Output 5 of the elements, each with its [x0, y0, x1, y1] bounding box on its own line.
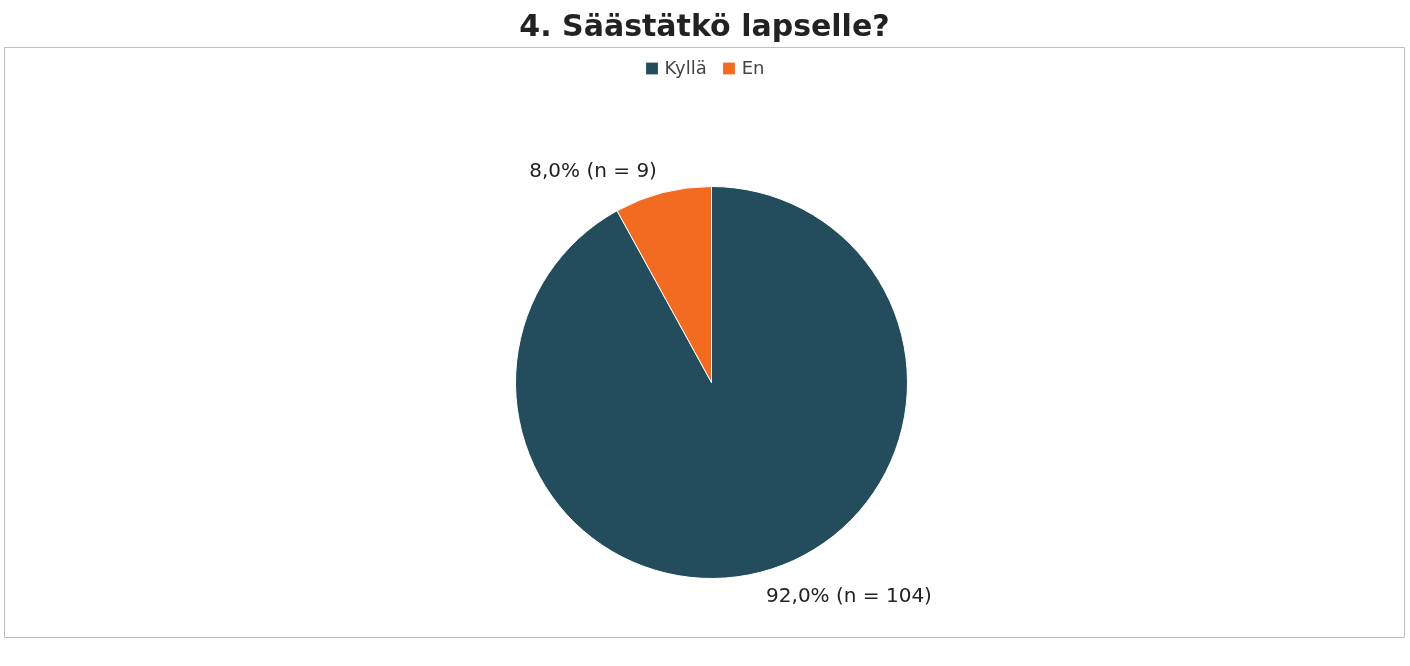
data-label: 92,0% (n = 104) [766, 583, 932, 608]
legend-label: En [741, 57, 765, 78]
data-label: 8,0% (n = 9) [529, 157, 657, 182]
chart-title: 4. Säästätkö lapselle? [519, 7, 890, 43]
legend-label: Kyllä [664, 57, 707, 78]
